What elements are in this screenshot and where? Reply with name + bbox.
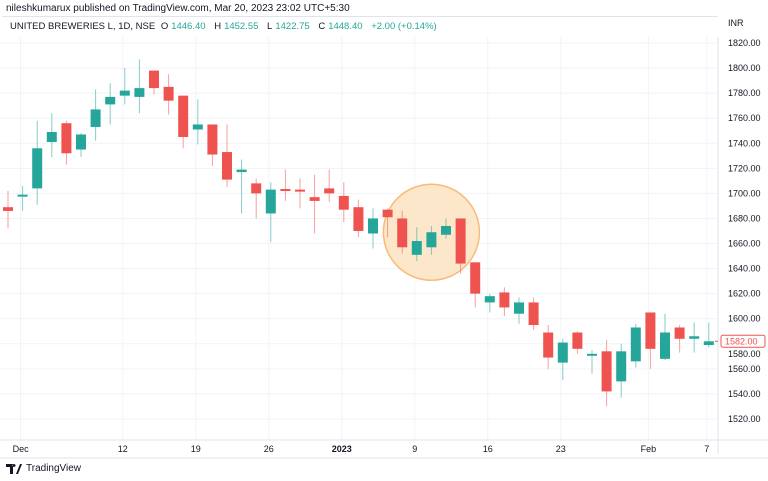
candle-up[interactable] (90, 109, 101, 127)
symbol-name: UNITED BREWERIES L, 1D, NSE (10, 21, 156, 32)
price-tick-label: 1680.00 (728, 213, 761, 223)
candle-down[interactable] (353, 207, 364, 231)
price-tick-label: 1600.00 (728, 314, 761, 324)
candle-up[interactable] (689, 336, 700, 339)
candle-down[interactable] (178, 95, 189, 137)
time-tick-label: 26 (264, 444, 274, 454)
high-label: H (214, 21, 222, 32)
close-value: 1448.40 (328, 21, 363, 32)
candle-up[interactable] (616, 351, 627, 382)
candle-up[interactable] (265, 189, 276, 214)
candle-down[interactable] (295, 189, 305, 192)
high-value: 1452.55 (224, 21, 259, 32)
time-tick-label: 7 (704, 444, 709, 454)
candle-down[interactable] (61, 123, 72, 154)
candle-up[interactable] (368, 218, 378, 234)
candle-down[interactable] (324, 188, 335, 194)
last-price-badge (720, 334, 766, 348)
candle-down[interactable] (528, 302, 539, 325)
time-tick-label: Feb (641, 444, 657, 454)
price-tick-label: 1620.00 (728, 289, 761, 299)
currency-label: INR (728, 18, 744, 28)
candle-down[interactable] (470, 262, 481, 294)
low-value: 1422.75 (275, 21, 310, 32)
open-label: O (160, 21, 169, 32)
candle-up[interactable] (32, 148, 43, 189)
tradingview-brand: TradingView (26, 463, 82, 474)
candle-up[interactable] (17, 194, 28, 197)
price-tick-label: 1760.00 (728, 113, 761, 123)
candle-up[interactable] (411, 241, 422, 255)
candle-down[interactable] (309, 197, 320, 201)
open-value: 1446.40 (171, 21, 206, 32)
candle-down[interactable] (163, 86, 174, 101)
last-price-label: 1582.00 (725, 336, 758, 346)
candle-down[interactable] (3, 207, 13, 211)
price-tick-label: 1520.00 (728, 414, 761, 424)
price-tick-label: 1800.00 (728, 63, 761, 73)
low-label: L (267, 21, 273, 32)
time-tick-label: 9 (412, 444, 417, 454)
candle-up[interactable] (105, 96, 116, 105)
price-tick-label: 1700.00 (728, 188, 761, 198)
candle-up[interactable] (484, 296, 495, 303)
candle-up[interactable] (134, 88, 145, 97)
candle-up[interactable] (703, 341, 714, 346)
candle-down[interactable] (543, 332, 554, 358)
candle-down[interactable] (280, 189, 291, 192)
candle-down[interactable] (645, 312, 656, 349)
tradingview-logo[interactable]: TradingView (6, 463, 81, 474)
candle-up[interactable] (236, 169, 247, 173)
candle-down[interactable] (499, 292, 510, 308)
price-tick-label: 1740.00 (728, 138, 761, 148)
candle-down[interactable] (338, 195, 349, 210)
time-tick-label: 12 (118, 444, 128, 454)
candle-down[interactable] (382, 209, 393, 218)
time-tick-label: 2023 (332, 444, 352, 454)
time-tick-label: Dec (13, 444, 30, 454)
tradingview-logo-icon (6, 463, 22, 474)
price-tick-label: 1780.00 (728, 88, 761, 98)
candle-down[interactable] (222, 152, 232, 180)
candle-down[interactable] (674, 327, 685, 339)
candle-down[interactable] (149, 70, 159, 89)
candle-up[interactable] (587, 353, 597, 356)
candle-up[interactable] (514, 302, 524, 314)
candle-down[interactable] (251, 183, 262, 194)
close-label: C (318, 21, 326, 32)
candle-up[interactable] (660, 332, 670, 359)
price-tick-label: 1560.00 (728, 364, 761, 374)
candle-up[interactable] (76, 134, 86, 150)
symbol-legend: UNITED BREWERIES L, 1D, NSE O 1446.40 H 14… (2, 16, 718, 36)
candle-up[interactable] (557, 342, 568, 363)
candle-up[interactable] (630, 327, 641, 362)
published-by-text: nileshkumarux published on TradingView.c… (6, 3, 350, 14)
candle-down[interactable] (601, 351, 612, 392)
candle-down[interactable] (397, 218, 408, 248)
candle-up[interactable] (441, 225, 451, 235)
candle-down[interactable] (207, 124, 218, 155)
price-tick-label: 1820.00 (728, 38, 761, 48)
price-tick-label: 1640.00 (728, 264, 761, 274)
time-tick-label: 19 (191, 444, 201, 454)
candle-up[interactable] (46, 131, 57, 143)
time-tick-label: 16 (483, 444, 493, 454)
price-tick-label: 1720.00 (728, 163, 761, 173)
candle-up[interactable] (426, 232, 437, 248)
candle-up[interactable] (192, 124, 203, 130)
candle-down[interactable] (572, 332, 583, 349)
candle-down[interactable] (455, 218, 466, 264)
price-tick-label: 1580.00 (728, 349, 761, 359)
time-tick-label: 23 (556, 444, 566, 454)
candle-up[interactable] (119, 90, 130, 96)
price-tick-label: 1540.00 (728, 389, 761, 399)
price-tick-label: 1660.00 (728, 239, 761, 249)
change-value: +2.00 (+0.14%) (371, 21, 437, 32)
